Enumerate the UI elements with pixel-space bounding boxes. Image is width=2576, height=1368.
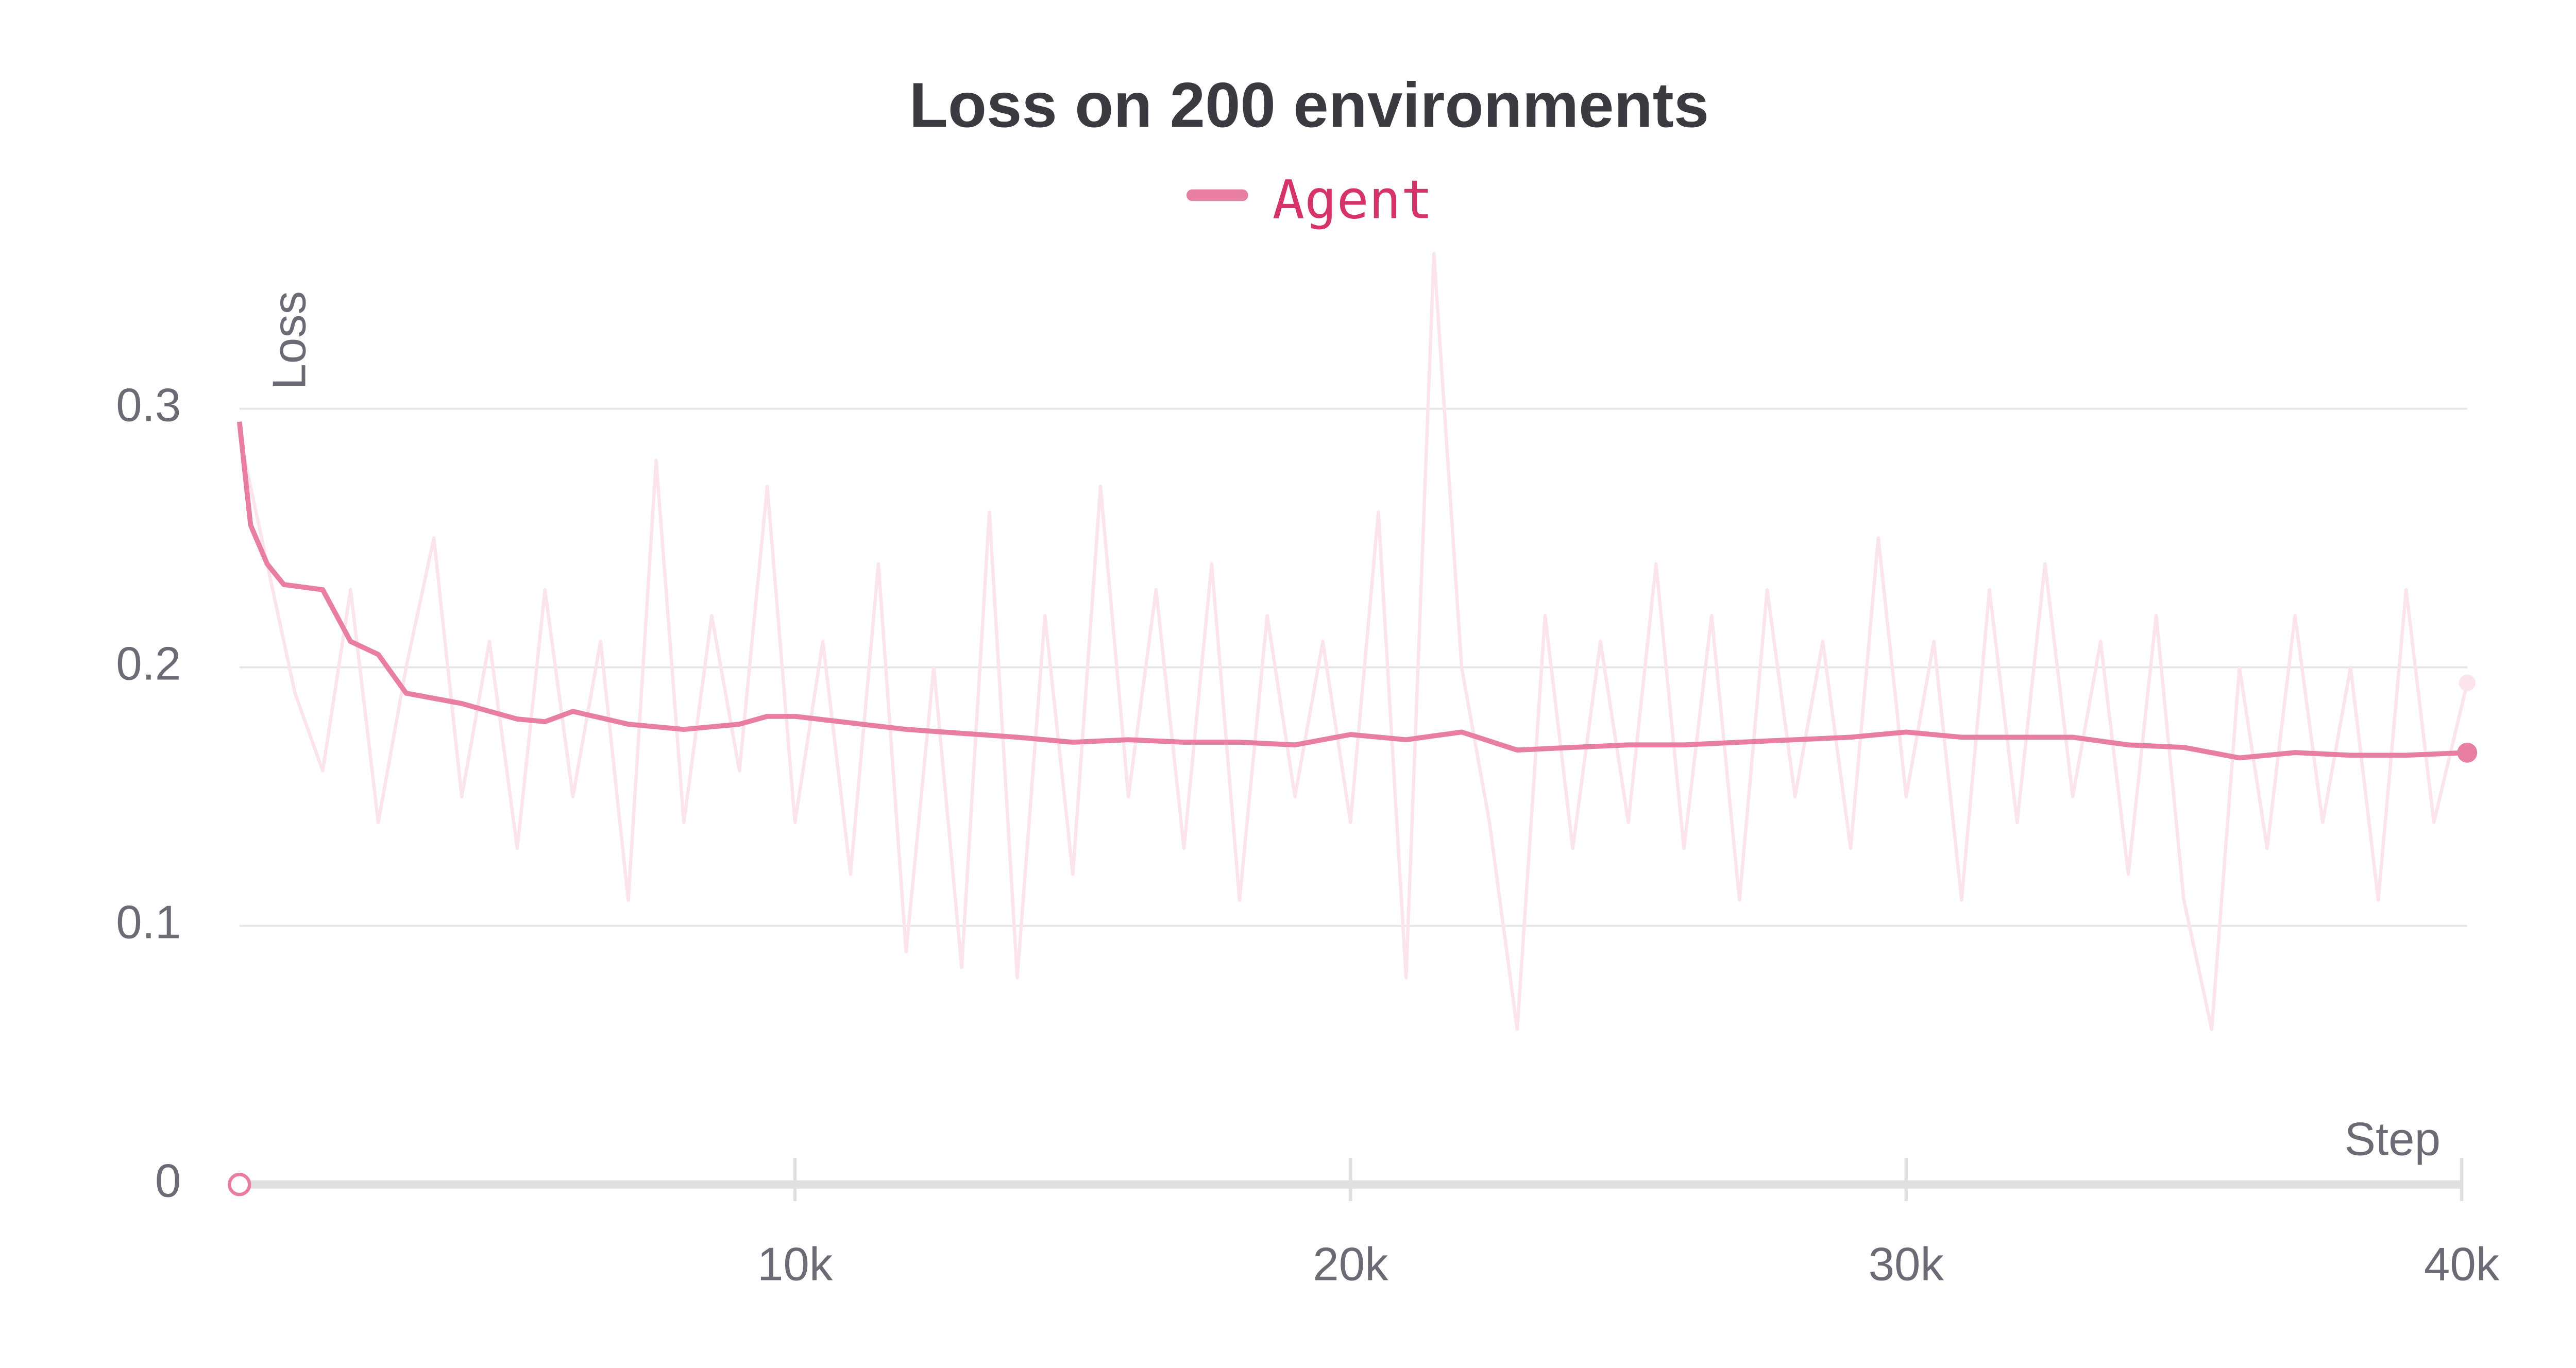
y-tick-label: 0.1 (116, 897, 181, 949)
y-tick-label: 0 (155, 1155, 181, 1207)
x-tick-label: 40k (2424, 1239, 2500, 1291)
end-point (2459, 674, 2476, 691)
x-axis-label: Step (2344, 1114, 2441, 1166)
end-point (2457, 742, 2478, 763)
x-tick-label: 10k (757, 1239, 833, 1291)
x-tick-label: 20k (1313, 1239, 1388, 1291)
chart-title: Loss on 200 environments (909, 70, 1709, 141)
raw-line (238, 252, 2469, 1031)
origin-marker (228, 1173, 251, 1196)
smoothed-line (236, 421, 2468, 761)
legend-label: Agent (1273, 169, 1433, 231)
y-tick-label: 0.3 (116, 380, 181, 432)
y-axis-label: Loss (263, 291, 315, 390)
x-tick-label: 30k (1869, 1239, 1944, 1291)
y-tick-label: 0.2 (116, 638, 181, 690)
